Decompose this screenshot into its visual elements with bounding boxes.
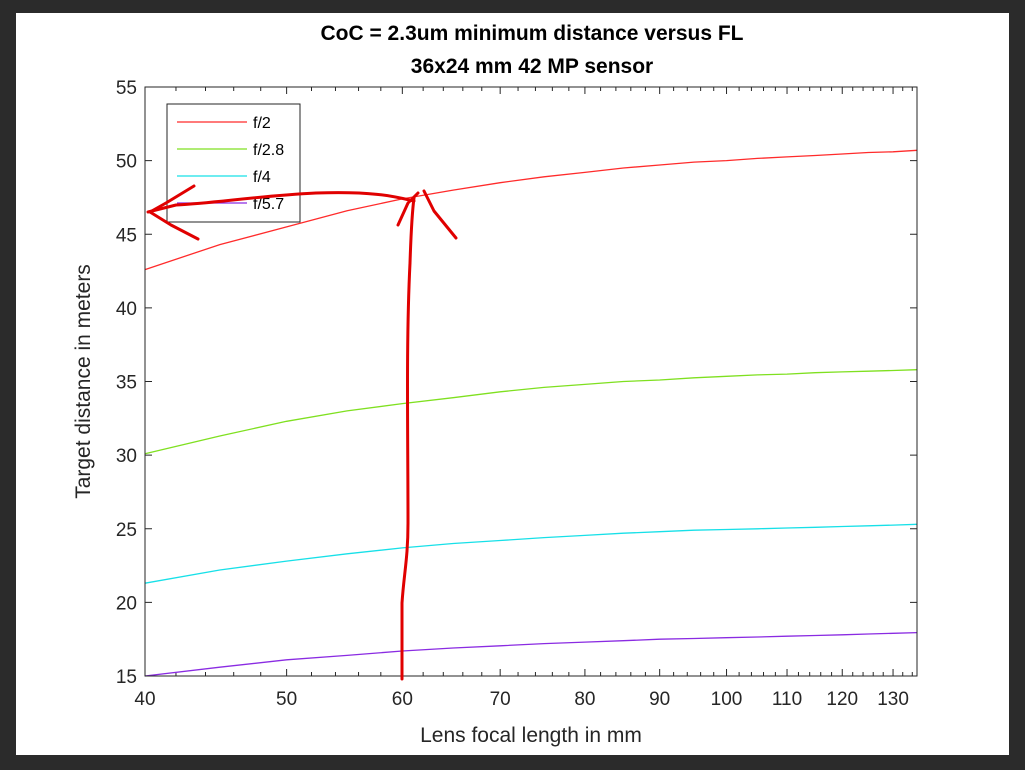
x-tick-label: 60 [392, 689, 413, 710]
y-tick-label: 50 [116, 152, 137, 173]
series-line-f-4 [144, 523, 918, 584]
legend-box [166, 103, 301, 223]
legend-label: f/2.8 [253, 142, 284, 159]
y-axis-label: Target distance in meters [72, 264, 95, 499]
x-tick-label: 130 [877, 689, 909, 710]
legend-label: f/5.7 [253, 196, 284, 213]
figure: CoC = 2.3um minimum distance versus FL 3… [16, 13, 1009, 755]
x-axis-label: Lens focal length in mm [420, 724, 642, 747]
legend-label: f/2 [253, 115, 271, 132]
series-line-f-5-7 [144, 631, 918, 677]
x-tick-label: 80 [574, 689, 595, 710]
annotation-vertical-stroke [400, 196, 416, 681]
y-tick-label: 35 [116, 373, 137, 394]
chart: CoC = 2.3um minimum distance versus FL 3… [72, 22, 918, 747]
series-line-f-2 [144, 149, 918, 271]
legend-label: f/4 [253, 169, 271, 186]
annotation [146, 184, 458, 681]
ticks-layer: 40 50 60 70 80 90 100 110 120 130 15 20 25 30 35 40 45 50… [116, 78, 917, 710]
annotation-arrowhead-up [396, 189, 458, 240]
y-tick-label: 20 [116, 593, 137, 614]
series-layer [144, 149, 918, 677]
annotation-horizontal-stroke [146, 191, 416, 214]
y-tick-label: 25 [116, 520, 137, 541]
x-tick-label: 40 [134, 689, 155, 710]
x-tick-label: 120 [826, 689, 858, 710]
chart-title: CoC = 2.3um minimum distance versus FL [320, 22, 743, 45]
series-line-f-2-8 [144, 369, 918, 455]
y-tick-label: 30 [116, 446, 137, 467]
y-tick-label: 55 [116, 78, 137, 99]
y-tick-label: 15 [116, 667, 137, 688]
x-tick-label: 100 [711, 689, 743, 710]
x-tick-label: 70 [490, 689, 511, 710]
chart-subtitle: 36x24 mm 42 MP sensor [411, 55, 653, 78]
y-tick-label: 40 [116, 299, 137, 320]
legend: f/2 f/2.8 f/4 f/5.7 [166, 103, 301, 223]
y-tick-label: 45 [116, 225, 137, 246]
annotation-arrowhead-left [148, 184, 200, 241]
x-tick-label: 110 [772, 689, 802, 710]
x-tick-label: 50 [276, 689, 297, 710]
x-tick-label: 90 [649, 689, 670, 710]
plot-area [144, 86, 918, 677]
